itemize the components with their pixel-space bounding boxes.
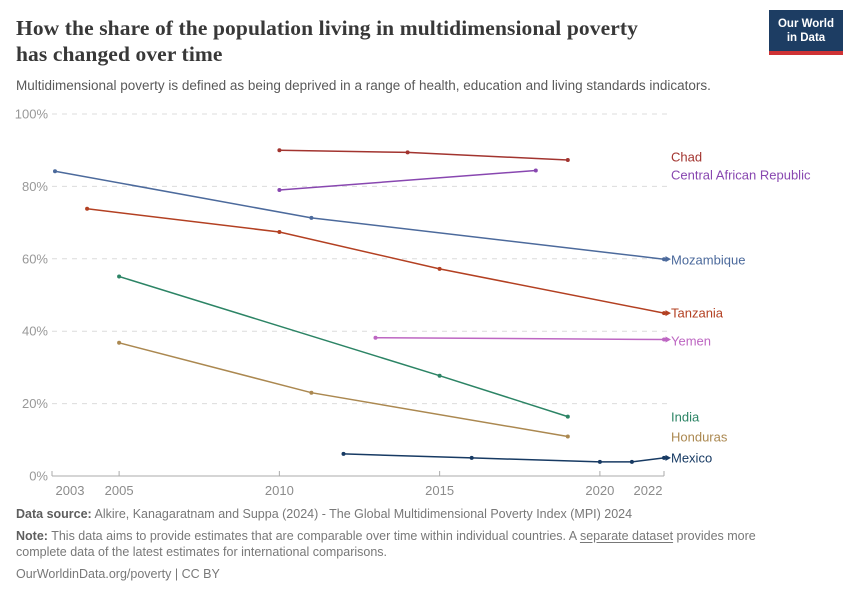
data-point-yemen [662, 337, 666, 342]
data-point-tanzania [85, 206, 90, 211]
data-point-yemen [373, 335, 378, 340]
data-point-mozambique [309, 215, 314, 220]
x-tick-label-2005: 2005 [105, 483, 134, 498]
series-line-central-african-republic[interactable] [278, 169, 537, 191]
owid-logo[interactable]: Our World in Data [769, 10, 843, 55]
note-label: Note: [16, 528, 48, 543]
y-tick-label-100: 100% [15, 107, 49, 122]
series-label-mexico[interactable]: Mexico [671, 451, 712, 466]
data-source-label: Data source: [16, 507, 92, 521]
note-line: Note: This data aims to provide estimate… [16, 528, 784, 561]
x-tick-label-2022: 2022 [634, 483, 663, 498]
chart-footer: Data source: Alkire, Kanagaratnam and Su… [16, 506, 834, 582]
data-point-mozambique [53, 169, 57, 174]
series-label-central-african-republic[interactable]: Central African Republic [671, 168, 811, 183]
label-arrow-mozambique [665, 256, 671, 263]
data-point-tanzania [437, 266, 442, 271]
data-point-india [565, 414, 570, 419]
title-line-2: has changed over time [16, 42, 223, 66]
series-label-chad[interactable]: Chad [671, 150, 702, 165]
data-point-central-african-republic [277, 188, 282, 192]
x-tick-label-2015: 2015 [425, 483, 454, 498]
y-tick-label-20: 20% [22, 396, 48, 411]
series-label-honduras[interactable]: Honduras [671, 430, 728, 445]
data-point-mexico [469, 455, 474, 460]
data-point-india [117, 274, 122, 279]
data-point-mexico [629, 459, 634, 464]
data-point-tanzania [277, 230, 282, 234]
page-title: How the share of the population living i… [16, 15, 736, 67]
data-point-mexico [341, 451, 346, 456]
series-line-yemen[interactable] [374, 336, 665, 341]
y-tick-label-0: 0% [29, 469, 48, 484]
series-label-tanzania[interactable]: Tanzania [671, 306, 724, 321]
series-label-india[interactable]: India [671, 410, 700, 425]
separate-dataset-link[interactable]: separate dataset [579, 528, 674, 543]
logo-line-1: Our World [777, 18, 834, 30]
data-point-mozambique [662, 257, 666, 262]
note-text-after: provides more complete data of the lates… [16, 528, 756, 560]
chart-subtitle: Multidimensional poverty is defined as b… [16, 78, 711, 93]
logo-line-2: in Data [786, 32, 826, 44]
y-tick-label-80: 80% [22, 179, 48, 194]
data-point-india [437, 373, 442, 378]
series-label-mozambique[interactable]: Mozambique [671, 253, 745, 268]
x-tick-label-2010: 2010 [265, 483, 294, 498]
data-point-mexico [597, 459, 602, 464]
label-arrow-yemen [665, 336, 671, 343]
series-line-mexico[interactable] [342, 453, 665, 463]
data-source-text: Alkire, Kanagaratnam and Suppa (2024) - … [91, 507, 633, 521]
note-text-before: This data aims to provide estimates that… [47, 528, 580, 543]
series-line-chad[interactable] [278, 149, 569, 161]
label-arrow-mexico [665, 454, 671, 461]
series-line-india[interactable] [118, 275, 569, 418]
data-point-tanzania [662, 311, 666, 316]
data-point-chad [405, 150, 410, 155]
series-line-honduras[interactable] [118, 342, 569, 438]
data-point-chad [277, 148, 282, 153]
data-source-line: Data source: Alkire, Kanagaratnam and Su… [16, 506, 834, 523]
data-point-central-african-republic [533, 168, 538, 173]
data-point-mexico [662, 455, 666, 460]
series-label-yemen[interactable]: Yemen [671, 334, 711, 349]
data-point-honduras [117, 340, 122, 345]
data-point-chad [565, 158, 570, 162]
x-tick-label-2003: 2003 [56, 483, 85, 498]
data-point-honduras [565, 434, 570, 439]
y-tick-label-60: 60% [22, 251, 48, 266]
x-tick-label-2020: 2020 [585, 483, 614, 498]
y-tick-label-40: 40% [22, 324, 48, 339]
series-line-tanzania[interactable] [86, 208, 665, 314]
citation-url: OurWorldinData.org/poverty | CC BY [16, 566, 220, 581]
label-arrow-tanzania [665, 310, 671, 317]
title-line-1: How the share of the population living i… [16, 16, 639, 40]
data-point-honduras [309, 390, 314, 395]
